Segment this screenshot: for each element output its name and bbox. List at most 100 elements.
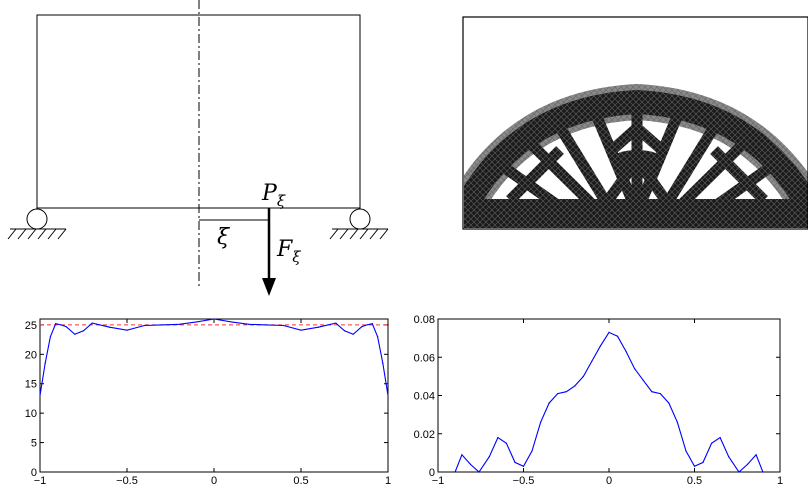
data-point — [382, 362, 384, 364]
data-point — [361, 326, 363, 328]
y-tick-label: 25 — [25, 320, 37, 332]
data-point — [616, 335, 619, 337]
data-point — [230, 321, 232, 323]
load-point-label: Pξ — [261, 181, 286, 210]
data-point — [366, 324, 368, 326]
y-tick-label: 0.08 — [414, 314, 435, 326]
data-point — [557, 392, 559, 395]
y-tick-label: 0.02 — [414, 429, 435, 441]
data-point — [514, 461, 516, 464]
data-point — [478, 471, 480, 473]
data-point — [376, 336, 379, 338]
data-point — [668, 402, 670, 404]
right-roller-support — [329, 208, 389, 240]
data-point — [634, 368, 636, 370]
data-point — [676, 421, 679, 423]
data-point — [531, 450, 533, 452]
data-point — [335, 322, 337, 324]
data-point — [488, 456, 490, 458]
x-tick-label: 0 — [606, 475, 612, 487]
data-point — [39, 394, 41, 397]
force-label: Fξ — [276, 237, 301, 266]
data-point — [343, 330, 346, 332]
data-point — [565, 391, 567, 393]
left-roller-support — [7, 208, 67, 240]
data-point — [497, 436, 499, 439]
x-tick-label: −1 — [432, 475, 445, 487]
data-point — [49, 336, 52, 338]
topology-result — [462, 16, 808, 230]
data-point — [548, 402, 550, 404]
data-point — [625, 350, 627, 353]
y-tick-label: 0 — [31, 467, 37, 479]
data-point — [454, 471, 456, 473]
data-point — [178, 323, 180, 325]
design-domain — [36, 14, 361, 209]
data-point — [719, 436, 721, 439]
data-point — [746, 463, 749, 465]
data-point — [55, 323, 57, 325]
data-point — [461, 454, 463, 456]
data-point — [728, 456, 730, 458]
data-point — [265, 324, 267, 326]
y-tick-label: 0.06 — [414, 352, 435, 364]
plot-frame — [39, 318, 389, 473]
data-point — [161, 324, 163, 326]
data-point — [74, 333, 76, 335]
y-tick-label: 15 — [25, 379, 37, 391]
data-point — [65, 326, 67, 328]
data-point — [591, 360, 593, 362]
data-point — [213, 318, 215, 320]
data-point — [599, 345, 602, 347]
data-point — [574, 385, 576, 387]
y-tick-label: 5 — [31, 438, 37, 450]
data-point — [522, 465, 525, 467]
data-point — [608, 331, 610, 333]
y-tick-label: 10 — [25, 408, 37, 420]
data-point — [248, 323, 250, 325]
data-point — [642, 379, 644, 381]
x-tick-label: 0 — [211, 475, 217, 487]
data-point — [387, 394, 389, 397]
data-point — [82, 330, 85, 332]
topology-frame — [462, 16, 808, 230]
data-point — [651, 391, 653, 393]
y-tick-label: 20 — [25, 349, 37, 361]
data-point — [693, 465, 696, 467]
chart-right: −1 −0.5 0 0.5 1 0 0.02 0.04 0.06 0.08 — [414, 314, 783, 487]
data-point — [143, 324, 145, 327]
data-point — [126, 329, 128, 331]
data-point — [196, 321, 198, 323]
data-point — [283, 324, 285, 327]
force-arrow — [262, 208, 276, 296]
data-point — [469, 463, 472, 465]
data-point — [371, 323, 373, 325]
x-tick-label: 1 — [777, 475, 783, 487]
data-point — [44, 362, 46, 364]
data-point — [702, 461, 704, 464]
data-point — [300, 329, 302, 331]
data-point — [685, 450, 687, 452]
data-point — [540, 421, 542, 423]
data-point — [659, 392, 661, 395]
x-tick-label: −0.5 — [513, 475, 535, 487]
y-tick-label: 0 — [429, 467, 435, 479]
data-point — [91, 322, 93, 324]
data-point — [317, 326, 319, 328]
data-point — [109, 326, 111, 328]
data-point — [711, 442, 713, 444]
plot-frame — [437, 318, 781, 473]
beam-schematic: ξ Pξ Fξ — [7, 0, 389, 296]
offset-label: ξ — [217, 225, 231, 250]
data-point — [762, 471, 764, 473]
data-point — [60, 324, 62, 326]
y-tick-label: 0.04 — [414, 391, 435, 403]
data-point — [352, 333, 354, 335]
x-tick-label: 1 — [385, 475, 391, 487]
x-tick-label: 0.5 — [293, 475, 308, 487]
data-point — [738, 471, 740, 473]
data-point — [755, 454, 757, 456]
x-tick-label: −1 — [34, 475, 47, 487]
